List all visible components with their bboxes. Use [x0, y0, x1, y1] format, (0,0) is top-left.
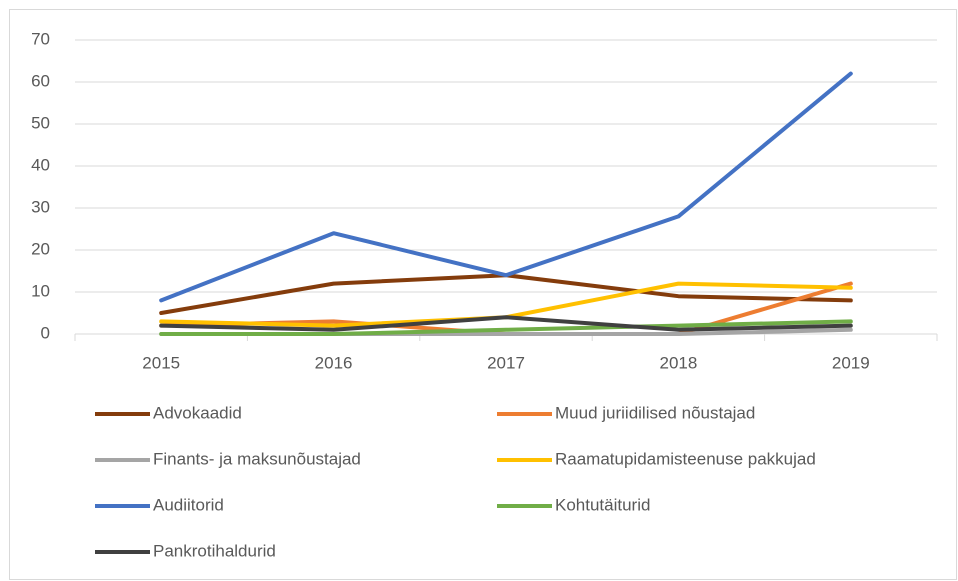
y-tick-label: 10: [31, 281, 50, 300]
y-tick-label: 70: [31, 29, 50, 48]
legend-label: Raamatupidamisteenuse pakkujad: [555, 449, 816, 468]
y-tick-label: 60: [31, 71, 50, 90]
x-tick-label: 2019: [832, 353, 870, 372]
legend-label: Muud juriidilised nõustajad: [555, 403, 755, 422]
series-line: [159, 71, 853, 303]
legend-label: Kohtutäiturid: [555, 495, 650, 514]
chart-border: [9, 9, 957, 580]
y-tick-label: 0: [41, 323, 50, 342]
legend-label: Finants- ja maksunõustajad: [153, 449, 361, 468]
legend-label: Audiitorid: [153, 495, 224, 514]
x-tick-label: 2017: [487, 353, 525, 372]
x-tick-label: 2015: [142, 353, 180, 372]
series-line: [159, 319, 853, 336]
x-tick-label: 2018: [659, 353, 697, 372]
series-line: [159, 315, 853, 332]
legend-label: Pankrotihaldurid: [153, 541, 276, 560]
y-tick-label: 30: [31, 197, 50, 216]
y-tick-label: 20: [31, 239, 50, 258]
y-tick-label: 50: [31, 113, 50, 132]
y-tick-label: 40: [31, 155, 50, 174]
x-tick-label: 2016: [315, 353, 353, 372]
legend-label: Advokaadid: [153, 403, 242, 422]
